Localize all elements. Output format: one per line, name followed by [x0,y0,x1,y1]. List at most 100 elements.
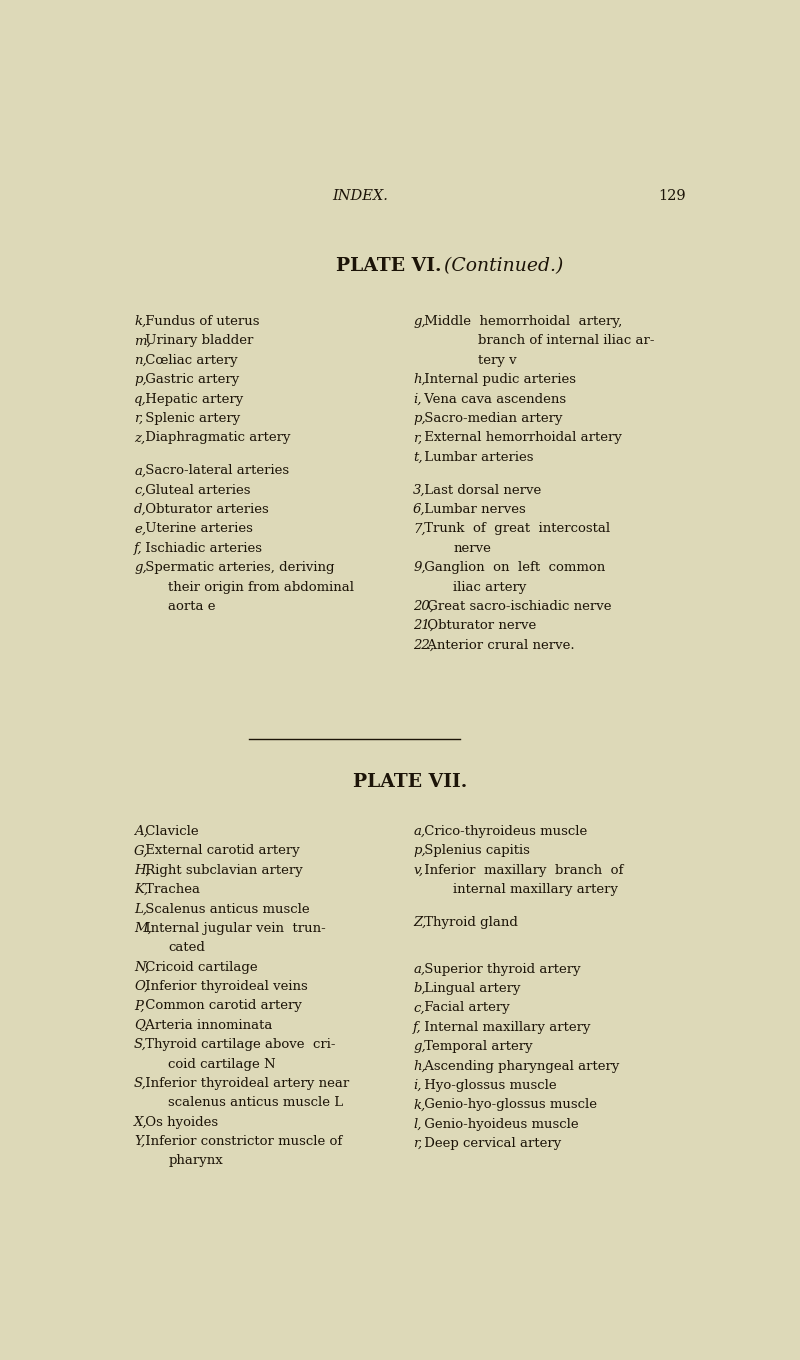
Text: Internal jugular vein  trun-: Internal jugular vein trun- [141,922,326,934]
Text: a,: a, [134,464,146,477]
Text: c,: c, [413,1001,425,1015]
Text: m,: m, [134,335,151,347]
Text: Diaphragmatic artery: Diaphragmatic artery [141,431,290,445]
Text: tery v: tery v [478,354,517,367]
Text: 22,: 22, [413,639,434,651]
Text: Ischiadic arteries: Ischiadic arteries [141,541,262,555]
Text: l,: l, [413,1118,422,1130]
Text: Arteria innominata: Arteria innominata [141,1019,272,1032]
Text: Deep cervical artery: Deep cervical artery [419,1137,561,1151]
Text: i,: i, [413,1078,422,1092]
Text: H,: H, [134,864,150,877]
Text: g,: g, [413,1040,426,1053]
Text: PLATE VI.: PLATE VI. [336,257,441,276]
Text: Splenic artery: Splenic artery [141,412,240,424]
Text: Sacro-median artery: Sacro-median artery [419,412,562,424]
Text: k,: k, [413,1099,426,1111]
Text: nerve: nerve [454,541,491,555]
Text: f,: f, [413,1021,422,1034]
Text: n,: n, [134,354,147,367]
Text: Clavicle: Clavicle [141,826,198,838]
Text: Common carotid artery: Common carotid artery [141,1000,302,1012]
Text: Fundus of uterus: Fundus of uterus [141,316,259,328]
Text: K,: K, [134,883,148,896]
Text: Inferior thyroideal veins: Inferior thyroideal veins [141,981,307,993]
Text: their origin from abdominal: their origin from abdominal [168,581,354,593]
Text: Right subclavian artery: Right subclavian artery [141,864,302,877]
Text: p,: p, [413,845,426,857]
Text: 9,: 9, [413,562,426,574]
Text: 3,: 3, [413,484,426,496]
Text: Last dorsal nerve: Last dorsal nerve [419,484,541,496]
Text: Os hyoides: Os hyoides [141,1115,218,1129]
Text: Genio-hyo-glossus muscle: Genio-hyo-glossus muscle [419,1099,597,1111]
Text: Z,: Z, [413,917,426,929]
Text: h,: h, [413,1059,426,1073]
Text: g,: g, [413,316,426,328]
Text: 6,: 6, [413,503,426,515]
Text: Splenius capitis: Splenius capitis [419,845,530,857]
Text: P,: P, [134,1000,145,1012]
Text: Q,: Q, [134,1019,149,1032]
Text: p,: p, [413,412,426,424]
Text: Hyo-glossus muscle: Hyo-glossus muscle [419,1078,556,1092]
Text: A,: A, [134,826,148,838]
Text: O,: O, [134,981,149,993]
Text: q,: q, [134,393,147,405]
Text: L,: L, [134,903,147,915]
Text: Cœliac artery: Cœliac artery [141,354,238,367]
Text: Great sacro-ischiadic nerve: Great sacro-ischiadic nerve [423,600,611,613]
Text: g,: g, [134,562,147,574]
Text: Obturator arteries: Obturator arteries [141,503,268,515]
Text: h,: h, [413,373,426,386]
Text: Ascending pharyngeal artery: Ascending pharyngeal artery [419,1059,619,1073]
Text: Hepatic artery: Hepatic artery [141,393,243,405]
Text: scalenus anticus muscle L: scalenus anticus muscle L [168,1096,343,1110]
Text: a,: a, [413,963,426,975]
Text: Inferior thyroideal artery near: Inferior thyroideal artery near [141,1077,349,1089]
Text: r,: r, [413,431,422,445]
Text: Vena cava ascendens: Vena cava ascendens [419,393,566,405]
Text: Obturator nerve: Obturator nerve [423,619,536,632]
Text: Inferior constrictor muscle of: Inferior constrictor muscle of [141,1136,342,1148]
Text: Lingual artery: Lingual artery [419,982,520,996]
Text: (Continued.): (Continued.) [438,257,563,276]
Text: a,: a, [413,826,426,838]
Text: f,: f, [134,541,142,555]
Text: Gastric artery: Gastric artery [141,373,239,386]
Text: Thyroid gland: Thyroid gland [419,917,518,929]
Text: X,: X, [134,1115,148,1129]
Text: Uterine arteries: Uterine arteries [141,522,253,536]
Text: Facial artery: Facial artery [419,1001,510,1015]
Text: iliac artery: iliac artery [454,581,526,593]
Text: Scalenus anticus muscle: Scalenus anticus muscle [141,903,310,915]
Text: c,: c, [134,484,146,496]
Text: aorta e: aorta e [168,600,216,613]
Text: Crico-thyroideus muscle: Crico-thyroideus muscle [419,826,587,838]
Text: M,: M, [134,922,152,934]
Text: PLATE VII.: PLATE VII. [353,772,467,790]
Text: G,: G, [134,845,149,857]
Text: pharynx: pharynx [168,1155,223,1167]
Text: S,: S, [134,1077,147,1089]
Text: INDEX.: INDEX. [333,189,388,204]
Text: b,: b, [413,982,426,996]
Text: z,: z, [134,431,146,445]
Text: p,: p, [134,373,147,386]
Text: r,: r, [134,412,143,424]
Text: Trachea: Trachea [141,883,199,896]
Text: Y,: Y, [134,1136,146,1148]
Text: 21,: 21, [413,619,434,632]
Text: Spermatic arteries, deriving: Spermatic arteries, deriving [141,562,334,574]
Text: Gluteal arteries: Gluteal arteries [141,484,250,496]
Text: 129: 129 [658,189,686,204]
Text: Internal maxillary artery: Internal maxillary artery [419,1021,590,1034]
Text: r,: r, [413,1137,422,1151]
Text: Temporal artery: Temporal artery [419,1040,532,1053]
Text: Urinary bladder: Urinary bladder [141,335,253,347]
Text: Internal pudic arteries: Internal pudic arteries [419,373,575,386]
Text: N,: N, [134,960,149,974]
Text: cated: cated [168,941,205,955]
Text: branch of internal iliac ar-: branch of internal iliac ar- [478,335,654,347]
Text: Anterior crural nerve.: Anterior crural nerve. [423,639,574,651]
